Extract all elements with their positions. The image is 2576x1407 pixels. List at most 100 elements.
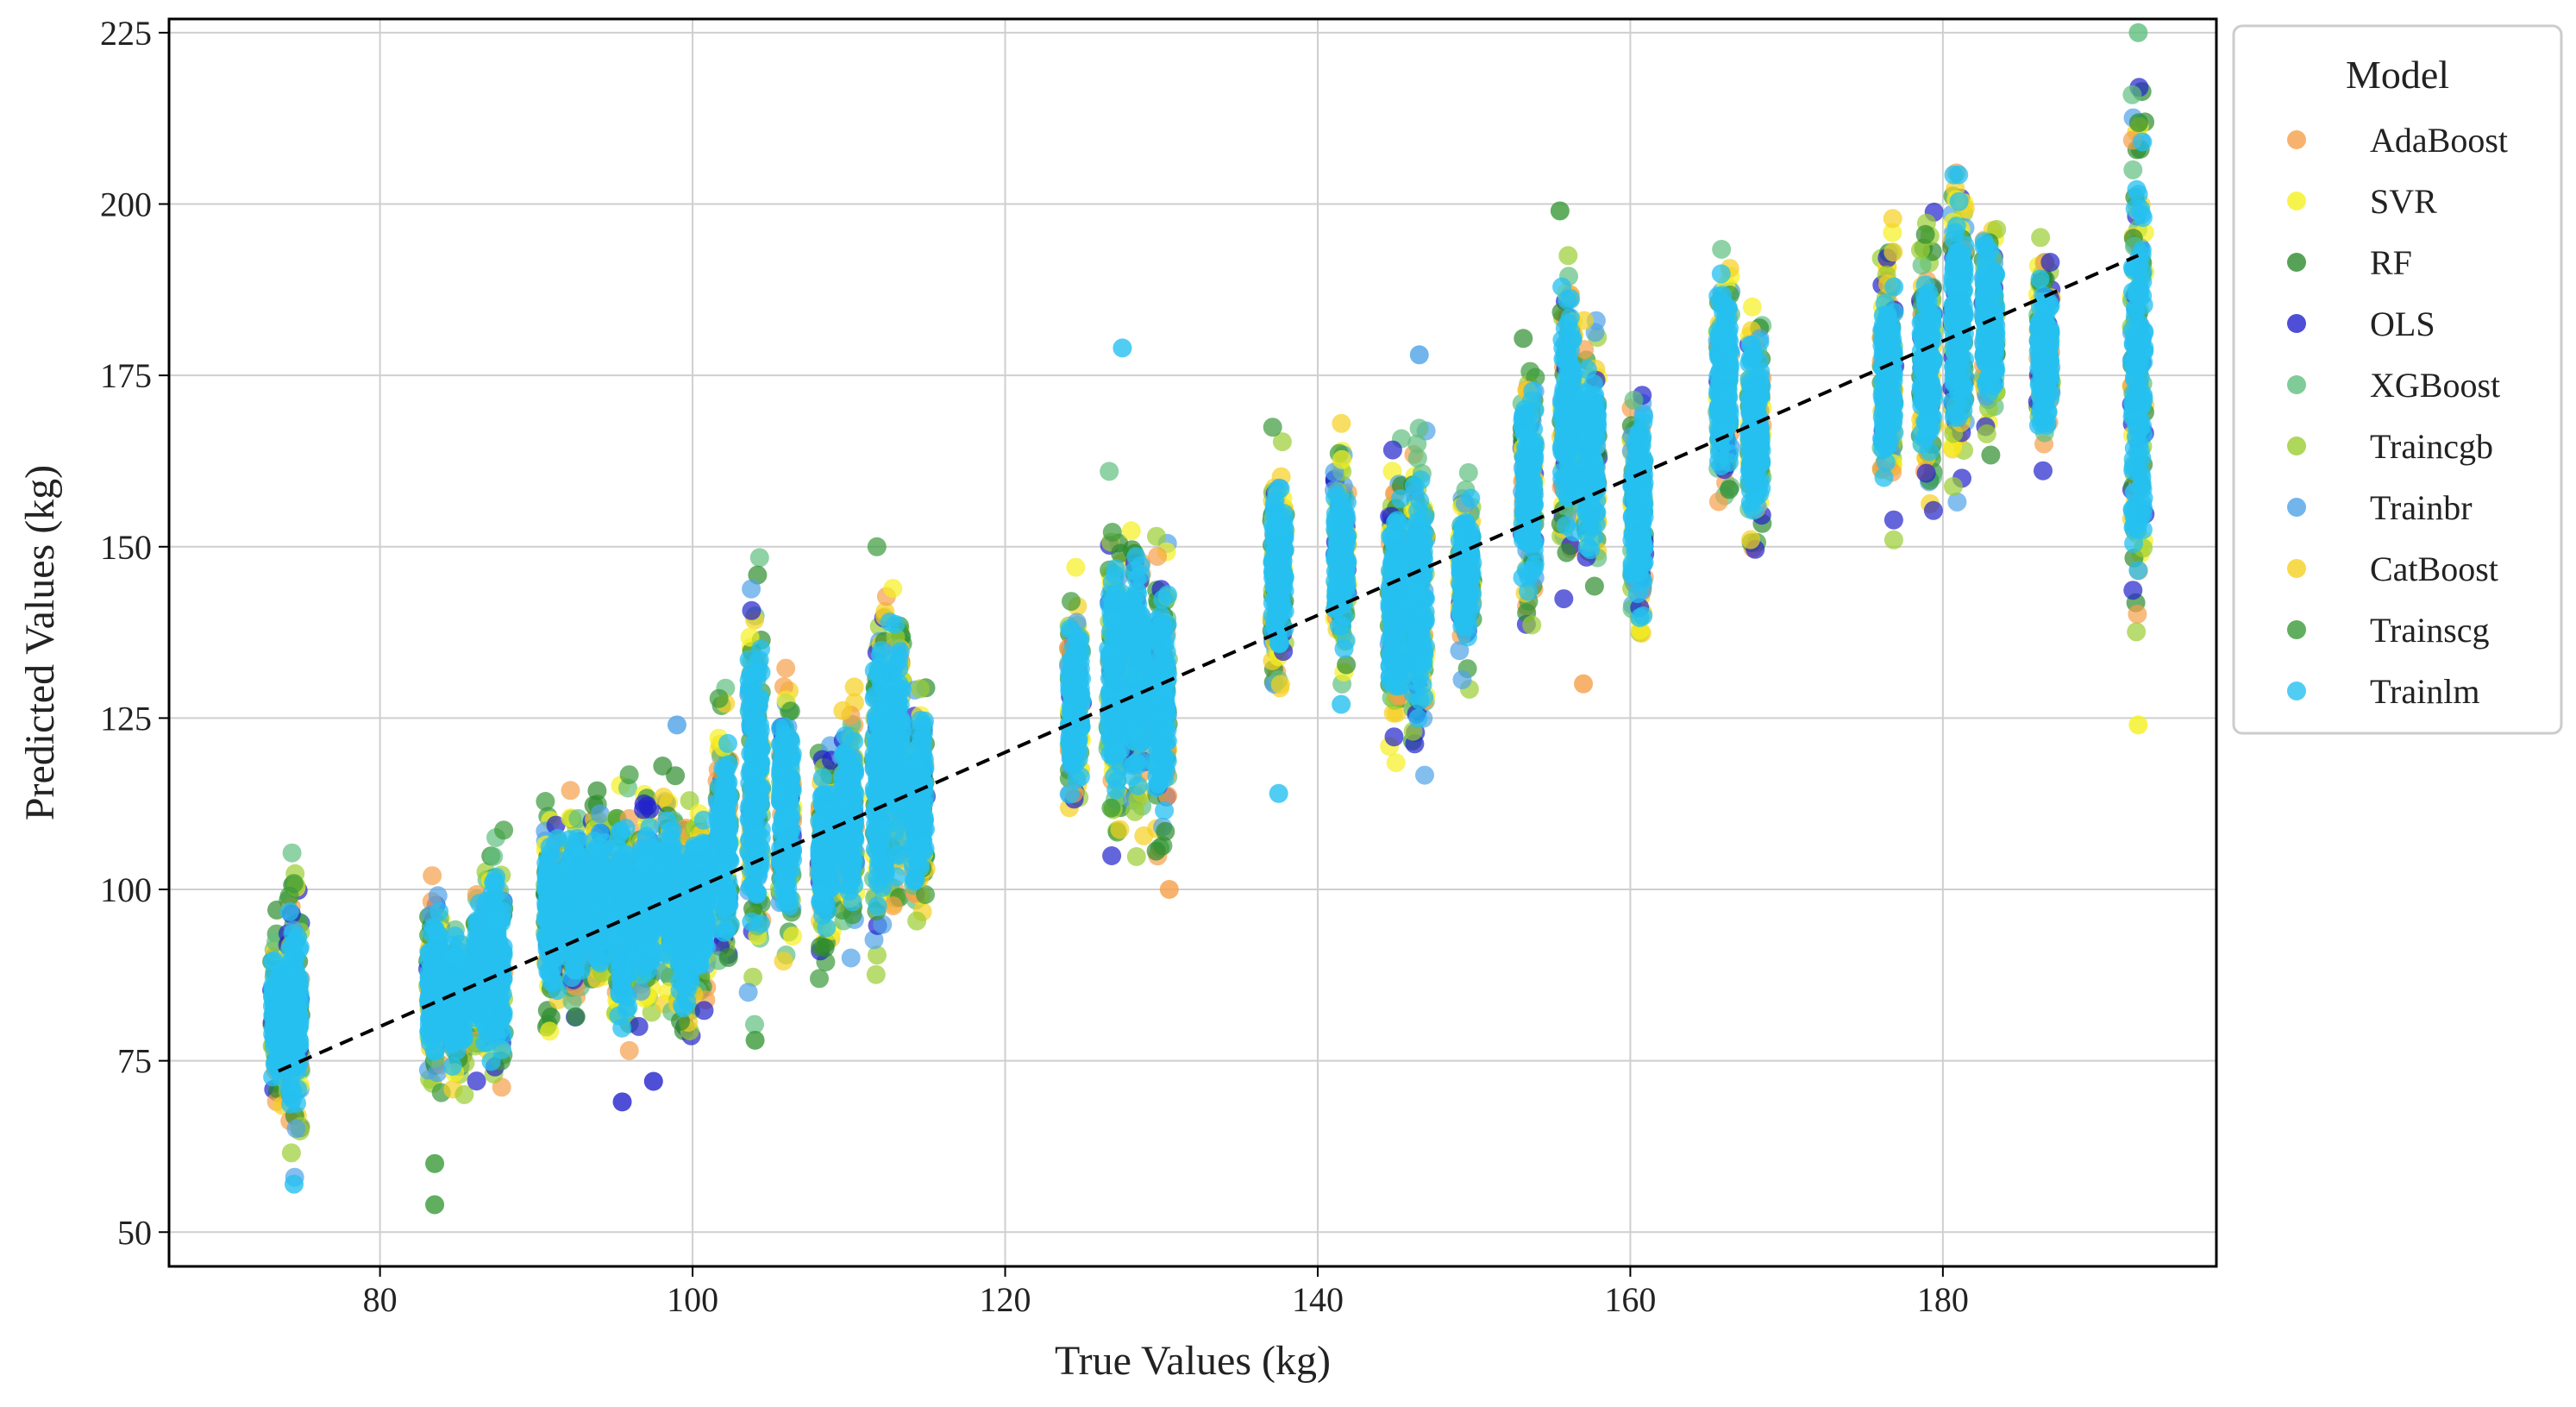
- scatter-point-rf: [815, 938, 835, 958]
- scatter-point-trainscg: [867, 537, 887, 556]
- scatter-point-rf: [1156, 821, 1175, 841]
- scatter-points: [262, 22, 2155, 1215]
- scatter-point-rf: [566, 1007, 586, 1027]
- scatter-point-xgboost: [282, 843, 302, 863]
- scatter-point-trainlm: [279, 901, 299, 921]
- scatter-point-trainscg: [1101, 798, 1121, 818]
- scatter-point-ols: [2034, 461, 2053, 481]
- scatter-point-catboost: [774, 952, 793, 971]
- scatter-point-catboost: [1883, 242, 1903, 262]
- scatter-point-xgboost: [568, 808, 588, 828]
- scatter-point-catboost: [844, 677, 864, 697]
- scatter-point-rf: [1981, 445, 2001, 465]
- scatter-point-rf: [1514, 329, 1533, 349]
- scatter-point-rf: [1146, 841, 1166, 861]
- scatter-point-xgboost: [1458, 462, 1478, 482]
- scatter-point-ols: [2123, 581, 2143, 600]
- scatter-point-trainbr: [1452, 670, 1472, 689]
- scatter-point-adaboost: [423, 866, 442, 886]
- scatter-point-trainbr: [1415, 765, 1434, 785]
- scatter-point-trainscg: [284, 874, 304, 894]
- scatter-point-traincgb: [1126, 847, 1146, 866]
- scatter-point-xgboost: [1407, 449, 1427, 468]
- scatter-point-trainscg: [494, 820, 514, 840]
- grid-lines: [169, 19, 2216, 1266]
- scatter-point-xgboost: [562, 991, 582, 1011]
- scatter-point-svr: [883, 579, 903, 599]
- scatter-point-rf: [1337, 655, 1357, 675]
- scatter-point-xgboost: [2123, 160, 2143, 179]
- scatter-point-rf: [666, 766, 686, 786]
- scatter-point-rf: [1720, 480, 1739, 499]
- scatter-point-traincgb: [454, 1084, 474, 1104]
- scatter-point-traincgb: [1883, 530, 1903, 550]
- scatter-point-trainbr: [428, 1063, 448, 1083]
- scatter-point-svr: [1742, 297, 1762, 317]
- scatter-point-traincgb: [281, 1143, 301, 1163]
- scatter-point-ols: [1916, 463, 1936, 483]
- scatter-point-ols: [742, 600, 762, 620]
- scatter-point-traincgb: [907, 911, 927, 931]
- scatter-point-traincgb: [1272, 432, 1292, 452]
- scatter-point-svr: [1066, 557, 1086, 577]
- scatter-point-trainbr: [864, 930, 884, 950]
- scatter-point-xgboost: [1712, 240, 1732, 259]
- scatter-point-rf: [1557, 543, 1576, 562]
- scatter-point-traincgb: [1125, 801, 1145, 821]
- scatter-point-traincgb: [1943, 476, 1963, 496]
- scatter-point-rf: [1584, 576, 1604, 596]
- scatter-point-traincgb: [868, 945, 887, 965]
- scatter-point-adaboost: [561, 781, 580, 801]
- scatter-point-adaboost: [883, 896, 903, 916]
- scatter-point-ols: [1923, 500, 1943, 520]
- scatter-point-xgboost: [745, 1014, 764, 1034]
- scatter-point-catboost: [1110, 820, 1130, 839]
- scatter-point-ols: [1102, 846, 1122, 865]
- scatter-point-catboost: [654, 788, 674, 807]
- scatter-point-trainscg: [1062, 592, 1081, 612]
- scatter-point-svr: [1121, 521, 1141, 541]
- scatter-point-rf: [541, 1008, 561, 1027]
- scatter-point-traincgb: [1977, 424, 1996, 443]
- scatter-point-xgboost: [1100, 462, 1119, 481]
- scatter-point-adaboost: [776, 658, 796, 678]
- scatter-point-ols: [1554, 589, 1574, 609]
- scatter-point-rf: [587, 781, 607, 801]
- scatter-point-adaboost: [2128, 605, 2147, 624]
- scatter-point-ols: [1883, 510, 1903, 530]
- scatter-point-traincgb: [743, 967, 763, 987]
- scatter-point-svr: [1386, 753, 1406, 773]
- scatter-point-svr: [540, 1021, 560, 1041]
- scatter-point-trainscg: [536, 792, 555, 811]
- scatter-point-xgboost: [1409, 418, 1429, 438]
- scatter-point-svr: [783, 926, 803, 946]
- scatter-point-trainscg: [1102, 523, 1122, 542]
- scatter-point-rf: [718, 947, 738, 967]
- scatter-point-trainbr: [841, 948, 861, 968]
- scatter-point-catboost: [833, 700, 853, 720]
- scatter-point-trainlm: [281, 1077, 301, 1097]
- scatter-point-ols: [2040, 253, 2060, 272]
- scatter-point-trainlm: [288, 927, 307, 947]
- scatter-point-trainbr: [286, 1119, 306, 1139]
- scatter-point-trainbr: [590, 804, 610, 824]
- scatter-point-adaboost: [619, 1040, 639, 1060]
- scatter-point-trainbr: [742, 579, 762, 599]
- scatter-point-trainscg: [1263, 418, 1282, 437]
- scatter-point-svr: [1332, 449, 1352, 469]
- scatter-point-catboost: [1270, 675, 1290, 694]
- scatter-point-rf: [2128, 113, 2148, 133]
- scatter-point-catboost: [1332, 413, 1351, 433]
- scatter-point-traincgb: [911, 679, 930, 699]
- scatter-point-ols: [694, 1001, 714, 1021]
- scatter-point-trainscg: [709, 688, 729, 708]
- scatter-point-trainscg: [916, 885, 935, 904]
- scatter-point-catboost: [1741, 530, 1760, 550]
- scatter-point-xgboost: [749, 548, 769, 568]
- scatter-point-traincgb: [1522, 615, 1542, 635]
- scatter-point-xgboost: [1407, 434, 1427, 454]
- scatter-point-ols: [467, 1071, 486, 1091]
- scatter-point-traincgb: [2031, 228, 2051, 248]
